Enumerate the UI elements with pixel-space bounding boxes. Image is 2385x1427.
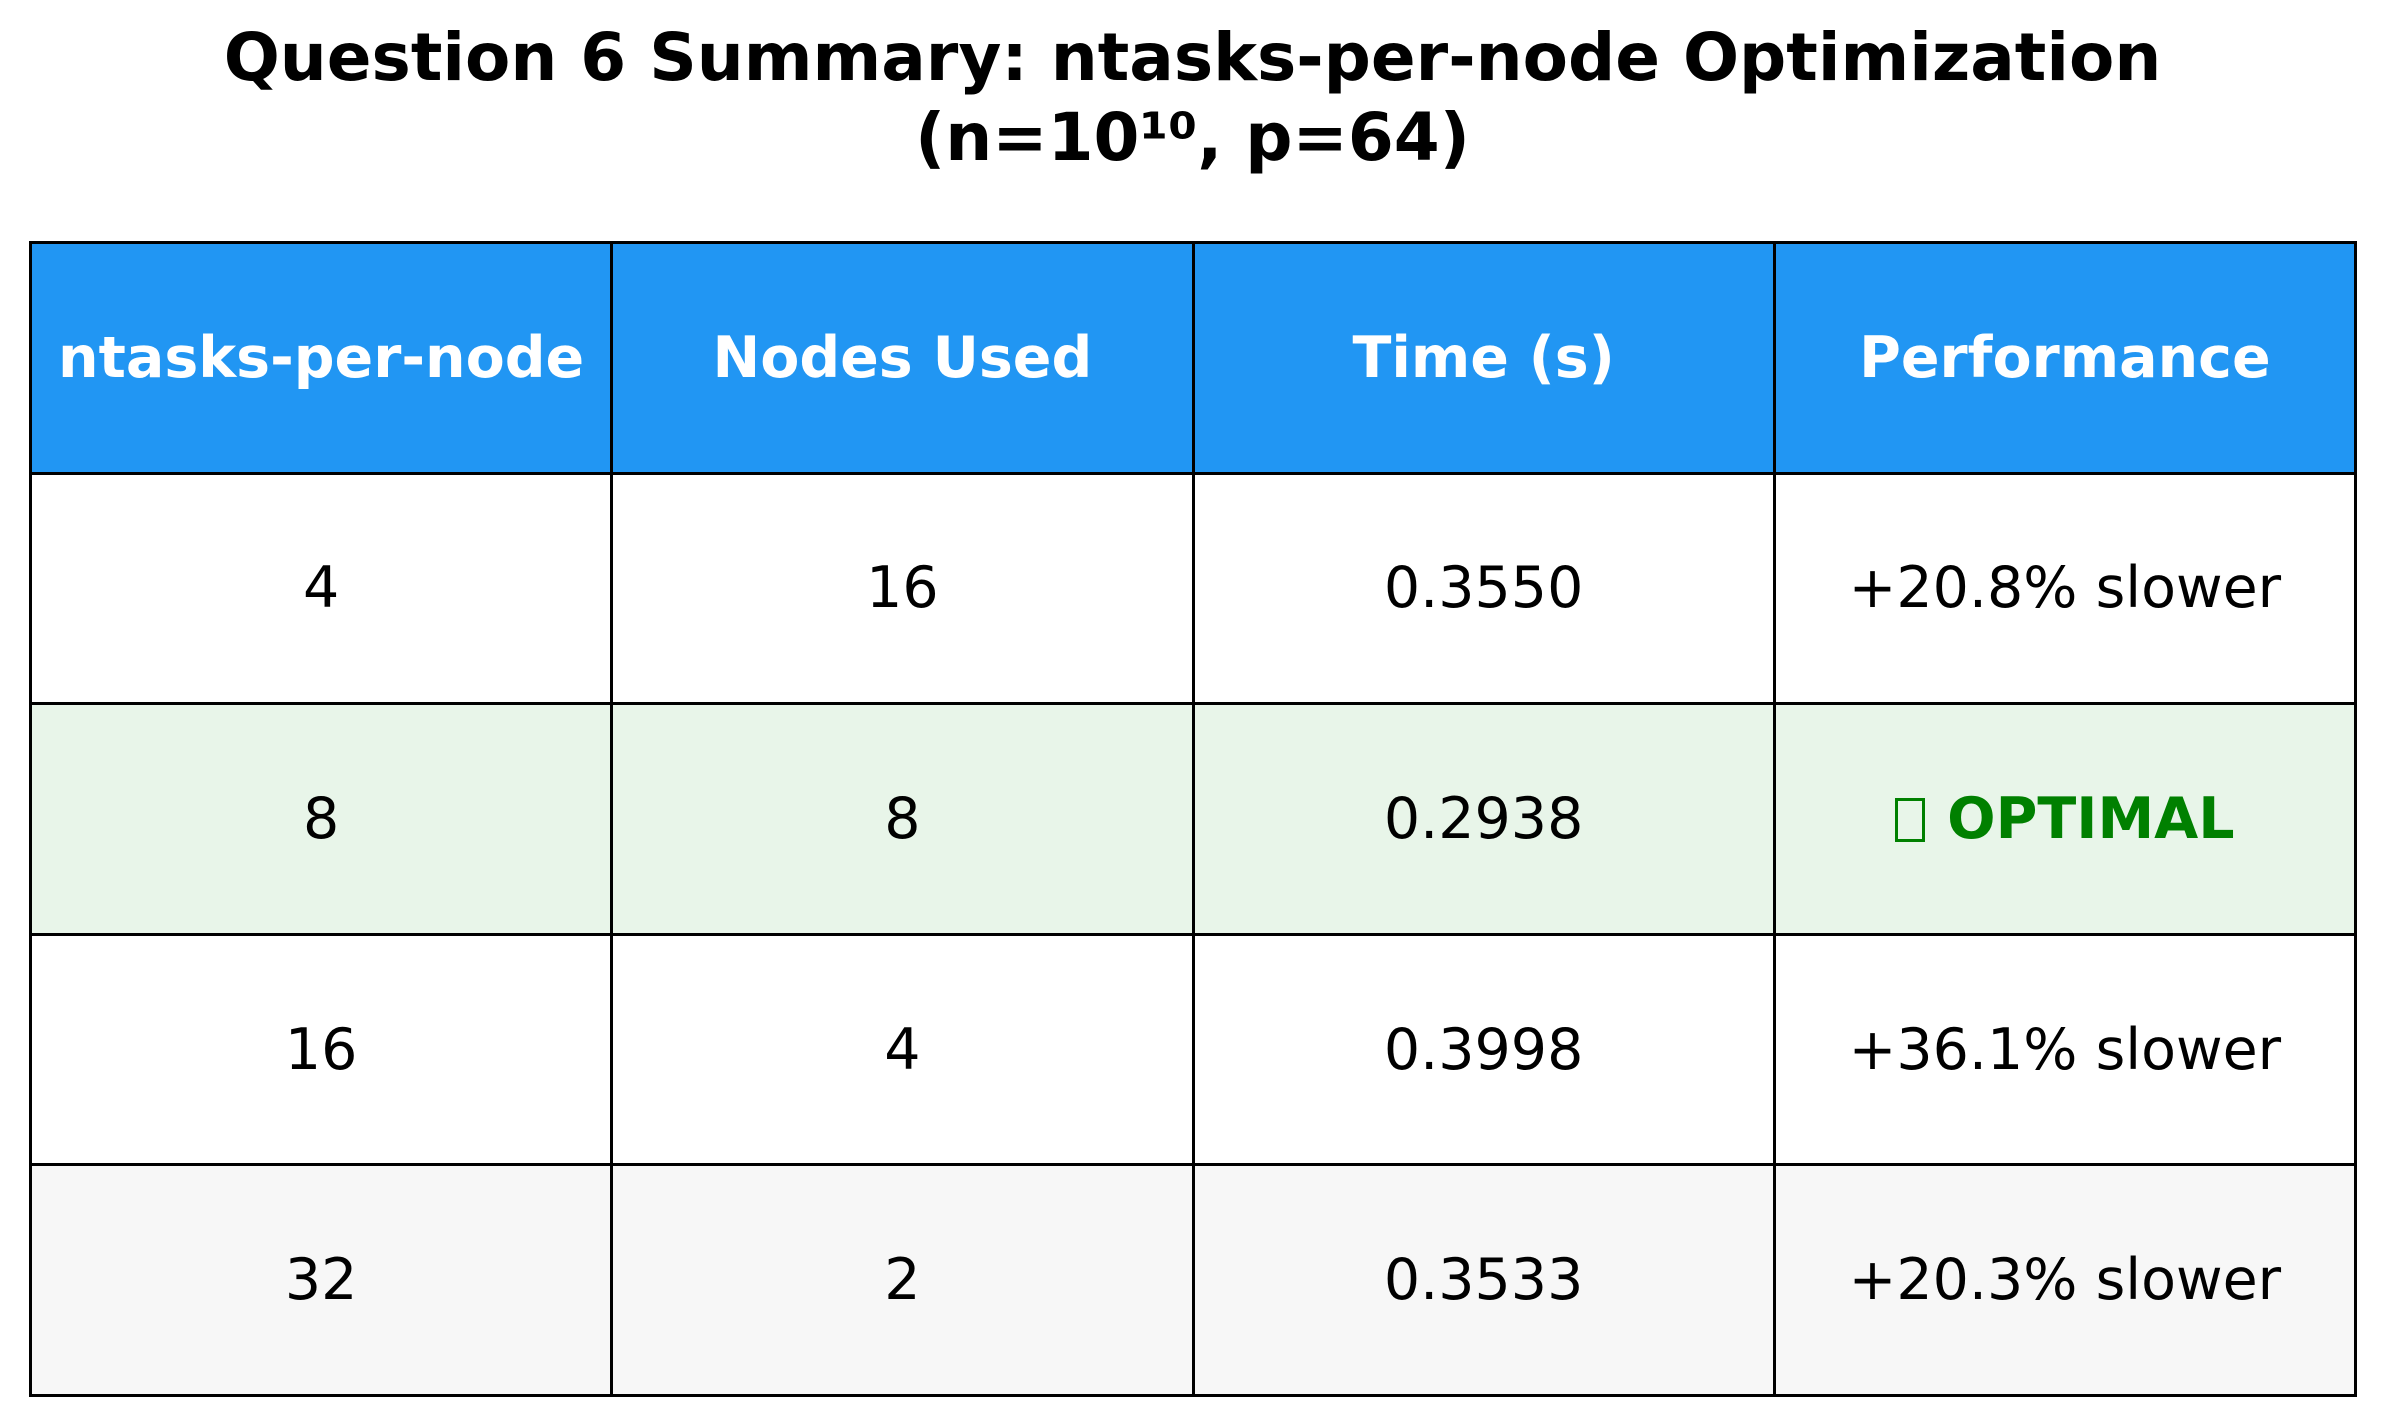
cell-ntasks: 8 bbox=[28, 702, 614, 936]
cell-nodes: 16 bbox=[610, 471, 1195, 706]
header-nodes-used: Nodes Used bbox=[610, 241, 1195, 475]
header-ntasks-per-node: ntasks-per-node bbox=[28, 241, 614, 475]
table-row: 32 2 0.3533 +20.3% slower bbox=[28, 1163, 2358, 1397]
cell-ntasks: 32 bbox=[28, 1163, 614, 1397]
header-performance: Performance bbox=[1772, 241, 2358, 475]
table-row: 4 16 0.3550 +20.8% slower bbox=[28, 471, 2358, 706]
cell-time: 0.3550 bbox=[1191, 471, 1776, 706]
cell-time: 0.3998 bbox=[1191, 932, 1776, 1167]
cell-performance: +20.3% slower bbox=[1772, 1163, 2358, 1397]
table-header-row: ntasks-per-node Nodes Used Time (s) Perf… bbox=[28, 241, 2358, 475]
summary-table: ntasks-per-node Nodes Used Time (s) Perf… bbox=[28, 241, 2358, 1397]
table-row: 16 4 0.3998 +36.1% slower bbox=[28, 932, 2358, 1167]
header-time: Time (s) bbox=[1191, 241, 1776, 475]
chart-title: Question 6 Summary: ntasks-per-node Opti… bbox=[0, 18, 2385, 178]
check-icon bbox=[1895, 797, 1926, 842]
title-line-1: Question 6 Summary: ntasks-per-node Opti… bbox=[223, 19, 2162, 96]
table-row-optimal: 8 8 0.2938 OPTIMAL bbox=[28, 702, 2358, 936]
cell-ntasks: 4 bbox=[28, 471, 614, 706]
title-line-2: (n=10¹⁰, p=64) bbox=[915, 99, 1470, 176]
cell-time: 0.2938 bbox=[1191, 702, 1776, 936]
cell-performance: +36.1% slower bbox=[1772, 932, 2358, 1167]
cell-nodes: 8 bbox=[610, 702, 1195, 936]
cell-nodes: 4 bbox=[610, 932, 1195, 1167]
optimal-label: OPTIMAL bbox=[1947, 785, 2235, 852]
cell-performance-optimal: OPTIMAL bbox=[1772, 702, 2358, 936]
cell-nodes: 2 bbox=[610, 1163, 1195, 1397]
cell-ntasks: 16 bbox=[28, 932, 614, 1167]
cell-time: 0.3533 bbox=[1191, 1163, 1776, 1397]
cell-performance: +20.8% slower bbox=[1772, 471, 2358, 706]
